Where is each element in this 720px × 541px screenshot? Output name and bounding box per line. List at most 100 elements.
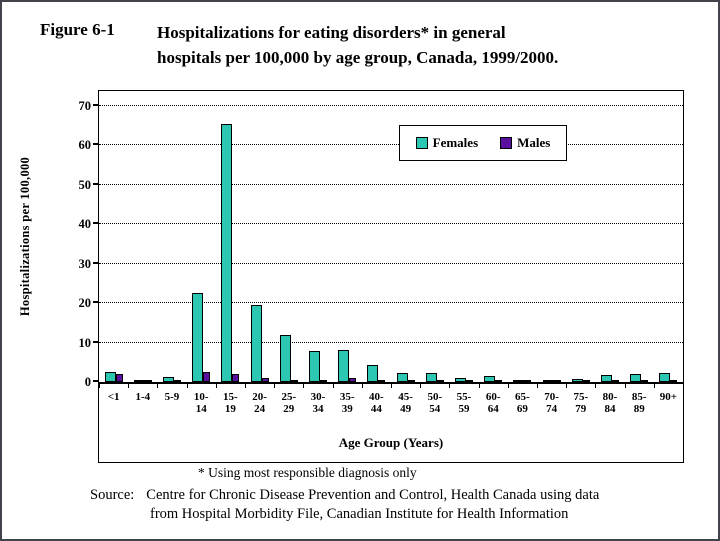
x-tick-15 xyxy=(537,384,538,388)
source-line-1: Source: Centre for Chronic Disease Preven… xyxy=(90,486,599,505)
legend: Females Males xyxy=(399,125,567,161)
bar-males-1-4 xyxy=(144,380,152,382)
bar-females-20-24 xyxy=(250,305,262,382)
x-tick-label-55-59: 55- 59 xyxy=(456,391,472,415)
x-tick-3 xyxy=(186,384,188,388)
bar-group-75-79 xyxy=(566,91,595,382)
y-tick-0 xyxy=(93,380,99,382)
legend-swatch-females xyxy=(415,137,428,149)
y-tick-label-0: 0 xyxy=(84,375,91,389)
x-tick-1 xyxy=(128,384,130,388)
gridline-60 xyxy=(99,144,683,146)
x-tick-label-<1: <1 xyxy=(107,391,120,403)
x-tick-13 xyxy=(478,384,480,388)
x-tick-18 xyxy=(624,384,626,388)
bar-males-30-34 xyxy=(319,380,327,382)
y-tick-label-70: 70 xyxy=(78,99,92,113)
bar-females-15-19 xyxy=(221,123,233,382)
legend-label-males: Males xyxy=(517,135,551,150)
figure-label: Figure 6-1 xyxy=(40,20,115,39)
x-tick-9 xyxy=(361,384,363,388)
bar-females-80-84 xyxy=(600,374,612,382)
x-tick-label-5-9: 5-9 xyxy=(164,391,180,403)
x-tick-4 xyxy=(215,384,217,388)
x-tick-14 xyxy=(507,384,509,388)
bar-females-40-44 xyxy=(367,365,379,382)
x-tick-19 xyxy=(653,384,655,388)
bar-males-45-49 xyxy=(407,380,415,382)
bar-group-65-69 xyxy=(508,91,537,382)
bar-group-5-9 xyxy=(157,91,186,382)
bar-group-25-29 xyxy=(274,91,303,382)
bar-females-55-59 xyxy=(454,378,466,382)
x-tick-label-20-24: 20- 24 xyxy=(252,391,267,415)
bar-males-20-24 xyxy=(261,378,269,382)
bar-group-70-74 xyxy=(537,91,566,382)
x-tick-label-85-89: 85- 89 xyxy=(631,391,647,415)
x-tick-label-65-69: 65- 69 xyxy=(515,391,530,415)
bar-males-15-19 xyxy=(232,374,240,382)
legend-item-males: Males xyxy=(500,135,550,151)
bar-females-30-34 xyxy=(308,351,320,382)
y-axis-title: Hospitalizations per 100,000 xyxy=(18,156,32,317)
legend-label-females: Females xyxy=(432,135,479,150)
x-tick-label-70-74: 70- 74 xyxy=(544,391,559,415)
y-tick-10 xyxy=(93,340,99,343)
bar-females-90+ xyxy=(659,372,671,382)
plot-area xyxy=(93,91,683,384)
bar-males-5-9 xyxy=(173,380,181,382)
gridline-10 xyxy=(99,341,683,343)
gridline-70 xyxy=(99,105,683,106)
bar-females-85-89 xyxy=(630,373,642,382)
bar-males-10-14 xyxy=(203,371,211,382)
bar-females-5-9 xyxy=(162,377,174,382)
y-tick-label-30: 30 xyxy=(78,256,92,271)
footnote: * Using most responsible diagnosis only xyxy=(198,465,417,480)
bar-females-10-14 xyxy=(192,293,204,382)
x-tick-label-35-39: 35- 39 xyxy=(339,391,355,415)
x-tick-2 xyxy=(157,384,159,388)
legend-item-females: Females xyxy=(415,135,479,151)
x-tick-16 xyxy=(566,384,568,388)
bar-males-55-59 xyxy=(465,380,473,382)
bar-group-20-24 xyxy=(245,91,274,382)
x-tick-label-25-29: 25- 29 xyxy=(281,391,297,415)
bar-group-55-59 xyxy=(449,91,478,382)
figure-title-line1: Hospitalizations for eating disorders* i… xyxy=(157,23,506,42)
x-tick-5 xyxy=(245,384,246,388)
bar-group-15-19 xyxy=(216,91,245,382)
x-tick-label-90+: 90+ xyxy=(659,391,678,403)
bar-group-60-64 xyxy=(479,91,508,382)
bar-group-35-39 xyxy=(333,91,362,382)
bar-males-65-69 xyxy=(524,380,532,382)
x-tick-label-50-54: 50- 54 xyxy=(427,391,443,415)
bar-group-<1 xyxy=(99,91,128,382)
y-tick-20 xyxy=(93,301,99,304)
source-prefix: Source: xyxy=(90,487,135,503)
x-tick-label-1-4: 1-4 xyxy=(135,391,151,403)
source: Source: Centre for Chronic Disease Preven… xyxy=(90,486,599,524)
x-tick-8 xyxy=(332,384,334,388)
x-tick-7 xyxy=(303,384,305,388)
y-tick-70 xyxy=(93,104,99,106)
bar-females-75-79 xyxy=(571,378,583,382)
gridline-20 xyxy=(99,302,683,304)
legend-swatch-males xyxy=(500,137,513,149)
x-tick-6 xyxy=(274,384,276,388)
gridline-40 xyxy=(99,223,683,225)
x-tick-label-75-79: 75- 79 xyxy=(573,391,589,415)
y-tick-label-40: 40 xyxy=(78,217,92,232)
y-tick-60 xyxy=(93,143,99,146)
bar-females-35-39 xyxy=(338,350,350,382)
bar-males-50-54 xyxy=(436,380,444,382)
source-text-1: Centre for Chronic Disease Prevention an… xyxy=(146,487,600,503)
bar-males-35-39 xyxy=(349,378,357,382)
bar-females-50-54 xyxy=(425,372,437,382)
bar-males-90+ xyxy=(670,380,678,382)
x-tick-17 xyxy=(595,384,597,388)
x-tick-12 xyxy=(449,384,451,388)
bar-males-40-44 xyxy=(378,380,386,382)
bar-females-65-69 xyxy=(513,380,525,382)
bar-males-25-29 xyxy=(290,380,298,382)
bar-males-70-74 xyxy=(553,380,561,382)
